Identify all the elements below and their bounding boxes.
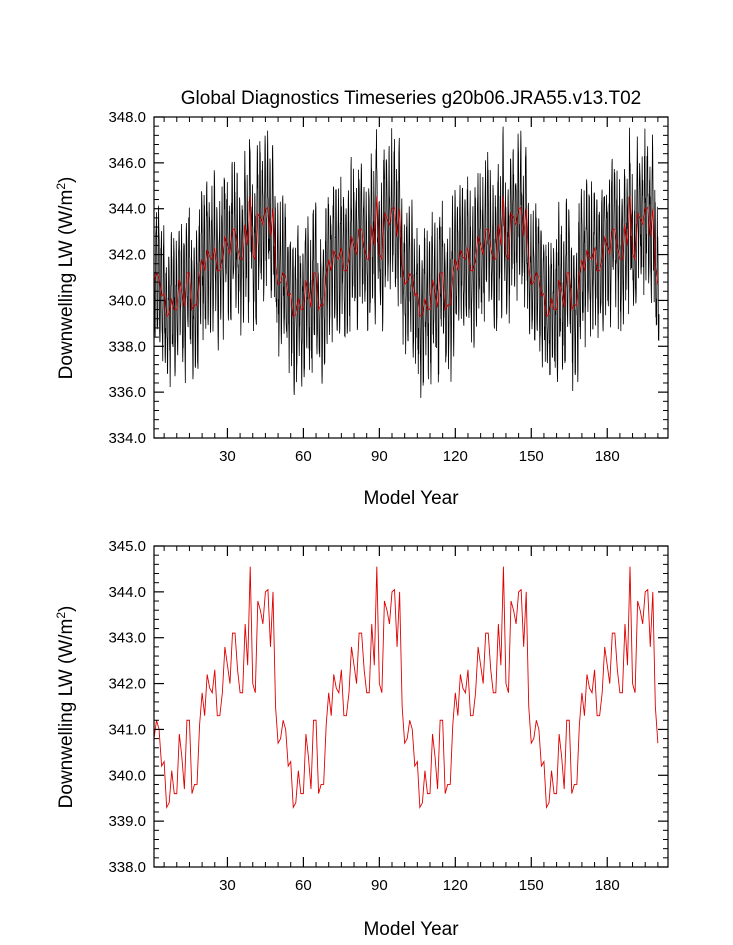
y-tick-label: 346.0	[108, 155, 146, 172]
svg-text:Downwelling LW (W/m2): Downwelling LW (W/m2)	[54, 177, 77, 380]
y-axis-title-superscript: 2	[54, 183, 68, 190]
y-tick-label: 344.0	[108, 201, 146, 218]
x-tick-label: 30	[219, 877, 236, 894]
y-tick-label: 343.0	[108, 630, 146, 647]
y-axis-title-main: Downwelling LW (W/m	[56, 619, 77, 809]
series-line-annual-mean	[154, 196, 659, 318]
y-tick-label: 340.0	[108, 767, 146, 784]
y-axis-title: Downwelling LW (W/m2)	[54, 177, 77, 380]
series-line-monthly	[154, 126, 660, 398]
series-line-annual-mean	[154, 566, 659, 809]
x-tick-label: 90	[371, 877, 388, 894]
y-axis-title-close: )	[56, 606, 77, 612]
plot-frame	[153, 116, 669, 439]
y-axis-title-main: Downwelling LW (W/m	[56, 190, 77, 380]
y-tick-label: 341.0	[108, 721, 146, 738]
x-axis-title: Model Year	[363, 919, 459, 940]
x-tick-label: 30	[219, 448, 236, 465]
y-tick-label: 348.0	[108, 109, 146, 126]
x-tick-label: 180	[595, 877, 620, 894]
x-tick-label: 150	[519, 448, 544, 465]
x-tick-label: 150	[519, 877, 544, 894]
y-tick-label: 345.0	[108, 538, 146, 555]
svg-text:Downwelling LW (W/m2): Downwelling LW (W/m2)	[54, 606, 77, 809]
timeseries-panel-monthly: Global Diagnostics Timeseries g20b06.JRA…	[54, 88, 669, 509]
y-tick-label: 342.0	[108, 247, 146, 264]
x-tick-label: 120	[443, 877, 468, 894]
y-tick-label: 336.0	[108, 384, 146, 401]
y-axis-title-superscript: 2	[54, 612, 68, 619]
y-tick-label: 338.0	[108, 338, 146, 355]
x-tick-label: 60	[295, 877, 312, 894]
plot-frame	[153, 545, 669, 868]
y-tick-label: 342.0	[108, 676, 146, 693]
x-tick-label: 60	[295, 448, 312, 465]
y-tick-label: 339.0	[108, 813, 146, 830]
x-tick-label: 120	[443, 448, 468, 465]
x-tick-label: 90	[371, 448, 388, 465]
y-tick-label: 344.0	[108, 584, 146, 601]
y-axis-title: Downwelling LW (W/m2)	[54, 606, 77, 809]
x-axis-title: Model Year	[363, 488, 459, 509]
y-tick-label: 334.0	[108, 430, 146, 447]
chart-title: Global Diagnostics Timeseries g20b06.JRA…	[181, 88, 641, 109]
y-tick-label: 340.0	[108, 292, 146, 309]
timeseries-panel-annual: Downwelling LW (W/m2) Model Year 30 60 90 1…	[54, 538, 669, 940]
y-tick-label: 338.0	[108, 859, 146, 876]
y-axis-title-close: )	[56, 177, 77, 183]
x-tick-label: 180	[595, 448, 620, 465]
